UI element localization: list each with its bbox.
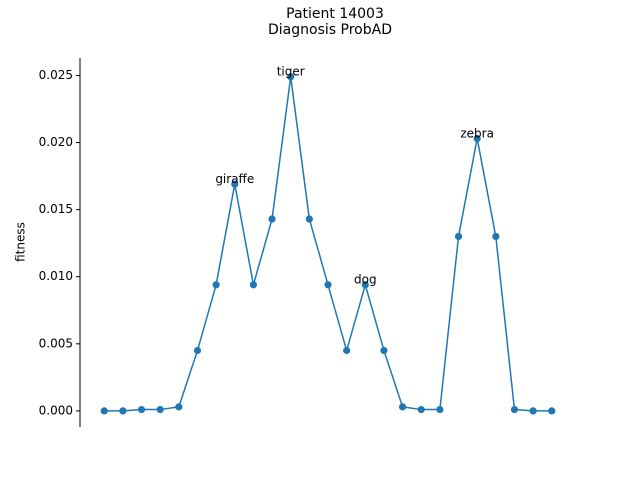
data-point [249, 281, 258, 289]
data-point [231, 180, 239, 188]
y-tick-label: 0.000 [39, 403, 73, 417]
data-point [510, 405, 519, 414]
data-point [193, 346, 202, 355]
y-tick-label: 0.005 [39, 336, 73, 350]
data-point [380, 346, 388, 355]
y-axis-label: fitness [14, 222, 28, 262]
data-point [287, 73, 295, 81]
data-point [548, 407, 556, 415]
data-point [492, 232, 500, 241]
series-fitness [100, 73, 556, 415]
y-tick-label: 0.020 [39, 135, 73, 149]
data-point [137, 405, 146, 414]
annotation-tiger: tiger [277, 65, 305, 79]
data-point [454, 232, 463, 241]
data-point [175, 403, 183, 411]
chart-title-line-1: Patient 14003 [286, 6, 384, 22]
annotation-giraffe: giraffe [215, 172, 254, 186]
data-point [212, 281, 220, 289]
annotation-zebra: zebra [460, 126, 494, 140]
y-axis-ticks: 0.000 0.005 0.010 0.015 0.020 0.025 [39, 68, 80, 417]
y-tick-label: 0.025 [39, 68, 73, 82]
chart-title-line-2: Diagnosis ProbAD [268, 22, 392, 38]
annotations: giraffe tiger dog zebra [215, 65, 494, 287]
data-point [398, 403, 407, 411]
data-point [100, 407, 108, 415]
data-point [324, 281, 332, 289]
data-point [417, 405, 425, 414]
data-point [343, 346, 351, 355]
data-point [473, 134, 481, 143]
annotation-dog: dog [354, 273, 377, 287]
data-point [156, 405, 164, 414]
data-point [268, 215, 276, 223]
y-tick-label: 0.010 [39, 269, 73, 283]
data-point [529, 407, 537, 415]
y-tick-label: 0.015 [39, 202, 73, 216]
data-point [305, 215, 313, 223]
data-point [436, 405, 444, 414]
data-point [119, 407, 127, 415]
data-point [361, 281, 369, 289]
